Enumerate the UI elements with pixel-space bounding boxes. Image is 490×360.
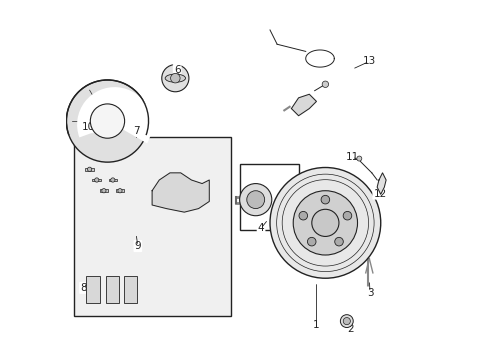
Circle shape [95,178,99,182]
Bar [99,189,108,192]
Polygon shape [377,173,386,194]
Text: 10: 10 [82,122,95,132]
Text: 2: 2 [347,324,354,334]
Circle shape [312,209,339,237]
Circle shape [102,189,106,193]
Circle shape [270,167,381,278]
Circle shape [343,318,350,325]
Bar [85,168,94,171]
Circle shape [341,315,353,328]
Wedge shape [77,87,152,143]
Circle shape [322,81,329,87]
Circle shape [343,211,352,220]
Bar [109,179,117,181]
Circle shape [307,237,316,246]
Circle shape [118,189,122,193]
Circle shape [88,167,92,171]
Circle shape [66,80,148,162]
Text: 5: 5 [245,192,252,202]
Bar [123,276,137,303]
Circle shape [240,184,272,216]
Circle shape [171,73,180,83]
Bar [240,164,298,230]
Bar [74,137,231,316]
Polygon shape [152,173,209,212]
Bar [106,276,119,303]
Polygon shape [292,94,317,116]
Text: 1: 1 [313,320,320,330]
Text: 7: 7 [133,126,139,136]
Bar [86,276,99,303]
Circle shape [335,237,343,246]
Circle shape [90,104,124,138]
Circle shape [111,178,115,182]
Text: 3: 3 [367,288,373,297]
Bar [116,189,124,192]
Text: 9: 9 [135,241,141,251]
Circle shape [162,64,189,92]
Circle shape [293,191,358,255]
Text: 11: 11 [345,152,359,162]
Circle shape [247,191,265,208]
Text: 13: 13 [363,57,376,66]
Text: 12: 12 [373,189,387,199]
Text: 6: 6 [174,65,180,75]
Circle shape [357,156,362,161]
Circle shape [321,195,330,204]
Bar [93,179,101,181]
Text: 4: 4 [258,223,265,233]
Circle shape [299,211,308,220]
Ellipse shape [165,74,186,82]
Text: 7: 7 [130,122,137,132]
Text: 8: 8 [80,283,87,293]
